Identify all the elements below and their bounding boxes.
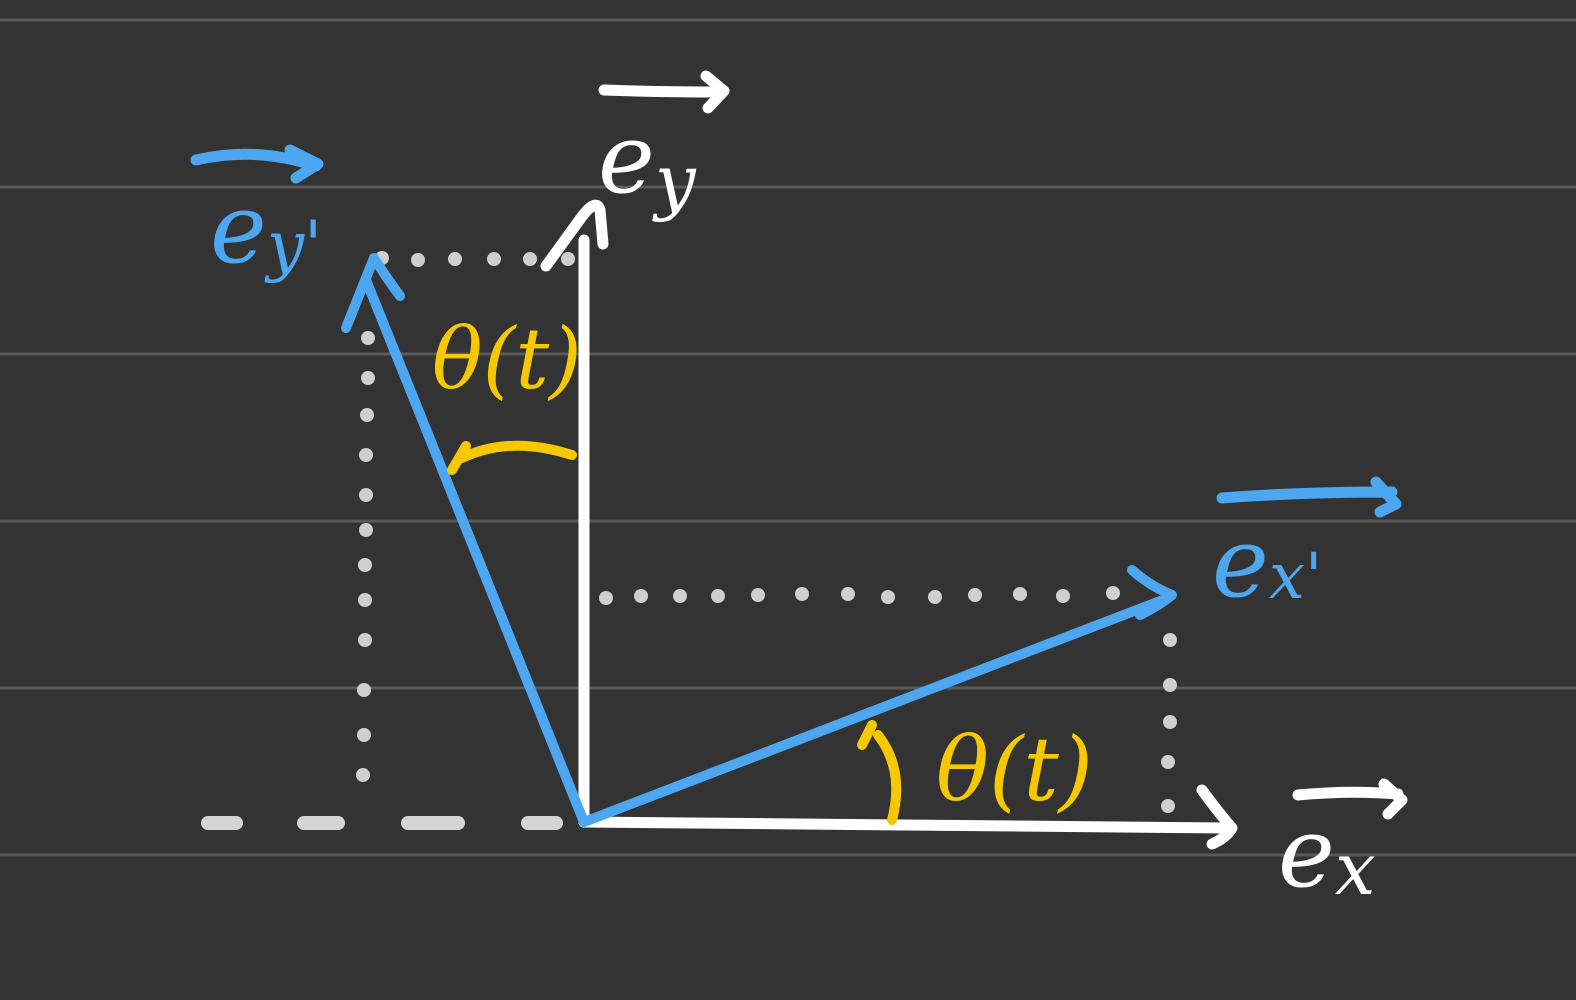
theta-top-arc-tip <box>447 441 471 475</box>
ex-axis <box>578 816 1234 834</box>
ex-prime-axis <box>579 593 1173 827</box>
ex-prime-vector-arrow-icon <box>1216 476 1402 518</box>
ey-label: ey <box>598 103 697 223</box>
projection-dot <box>357 728 371 742</box>
projection-dot <box>358 633 372 647</box>
theta-bottom-arc-tip <box>857 720 877 750</box>
projection-dot <box>795 587 809 601</box>
projection-dot <box>1161 755 1175 769</box>
ruled-lines <box>0 18 1576 857</box>
projection-dot <box>361 331 375 345</box>
projection-dot <box>1013 587 1027 601</box>
projection-dot <box>1163 715 1177 729</box>
projection-dot <box>841 587 855 601</box>
ey-arrowhead <box>540 199 609 272</box>
projection-dot <box>357 683 371 697</box>
theta-bottom-label: θ(t) <box>936 718 1093 821</box>
projection-dot <box>487 252 501 266</box>
ex-prime-arrowhead <box>1127 565 1177 620</box>
projection-dot <box>356 768 370 782</box>
vector-arrows <box>190 70 1408 820</box>
projection-dot <box>359 448 373 462</box>
theta-bottom-arc <box>873 730 902 825</box>
ey-prime-vector-arrow-icon <box>190 144 324 184</box>
projection-dot <box>1106 586 1120 600</box>
rotated-axes <box>341 253 1177 827</box>
projection-dot <box>881 590 895 604</box>
projection-dot <box>968 588 982 602</box>
original-axes <box>540 199 1238 850</box>
projection-dot <box>358 558 372 572</box>
ex-arrowhead <box>1196 784 1238 850</box>
projection-dot <box>561 252 575 266</box>
projection-dot <box>448 252 462 266</box>
projection-dot <box>1163 633 1177 647</box>
projection-dot <box>1056 589 1070 603</box>
projection-dot <box>358 593 372 607</box>
ey-vector-arrow-icon <box>598 70 730 114</box>
projection-dot <box>411 253 425 267</box>
projection-dot <box>360 408 374 422</box>
theta-top-arc <box>457 440 577 463</box>
projection-dot <box>359 488 373 502</box>
projection-dot <box>599 591 613 605</box>
projection-dot <box>751 588 765 602</box>
ex-vector-arrow-icon <box>1292 778 1408 820</box>
projection-dot <box>359 523 373 537</box>
projection-dot <box>711 589 725 603</box>
projection-dot <box>523 252 537 266</box>
projection-dot <box>673 589 687 603</box>
ey-prime-label: ey' <box>210 173 322 285</box>
projection-dot <box>361 371 375 385</box>
projection-dot <box>928 590 942 604</box>
ex-prime-label: ex' <box>1212 507 1323 619</box>
ex-label: ex <box>1278 797 1375 911</box>
ey-prime-axis <box>361 275 589 827</box>
angle-arcs <box>447 440 902 825</box>
projection-dot <box>634 589 648 603</box>
theta-top-label: θ(t) <box>432 310 582 408</box>
projection-dot <box>1163 678 1177 692</box>
ey-prime-arrowhead <box>341 253 405 333</box>
projection-dot <box>1161 799 1175 813</box>
